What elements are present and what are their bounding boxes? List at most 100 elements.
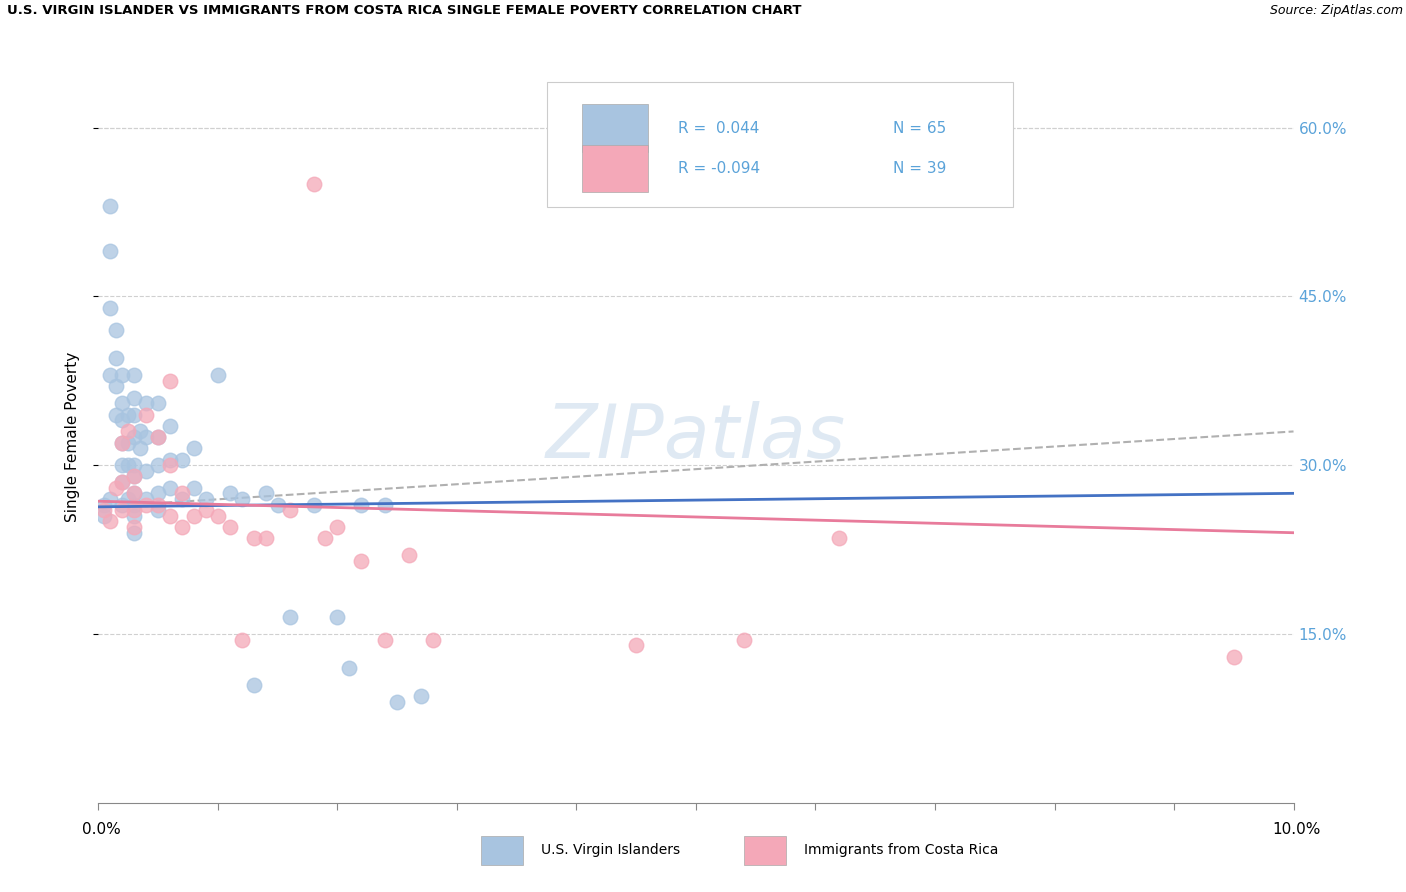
Point [111,435,134,450]
Point [183,508,205,523]
Y-axis label: Single Female Poverty: Single Female Poverty [65,352,80,522]
Point [129,442,152,456]
Point [148,503,170,517]
Point [148,498,170,512]
Point [219,486,242,500]
Point [117,458,139,473]
Point [326,610,349,624]
Point [135,491,157,506]
Point [124,458,146,473]
Text: U.S. VIRGIN ISLANDER VS IMMIGRANTS FROM COSTA RICA SINGLE FEMALE POVERTY CORRELA: U.S. VIRGIN ISLANDER VS IMMIGRANTS FROM … [7,4,801,18]
Point [93,508,115,523]
Point [93,503,115,517]
FancyBboxPatch shape [582,145,648,192]
Point [124,503,146,517]
Point [124,486,146,500]
Point [148,430,170,444]
Point [111,413,134,427]
Point [124,469,146,483]
Point [111,458,134,473]
Text: R =  0.044: R = 0.044 [678,120,759,136]
Point [124,525,146,540]
Text: R = -0.094: R = -0.094 [678,161,761,176]
Text: N = 65: N = 65 [893,120,946,136]
Point [124,430,146,444]
Point [124,486,146,500]
Point [100,491,122,506]
Point [105,408,128,422]
Point [159,452,181,467]
Point [278,610,301,624]
Point [111,435,134,450]
Point [195,503,218,517]
Text: Immigrants from Costa Rica: Immigrants from Costa Rica [804,843,998,857]
Point [135,498,157,512]
Point [148,430,170,444]
Point [374,498,396,512]
Point [626,638,648,652]
Point [385,694,409,708]
Point [105,481,128,495]
Point [124,368,146,383]
Text: 0.0%: 0.0% [82,822,121,837]
Point [231,491,253,506]
Point [159,418,181,433]
FancyBboxPatch shape [547,82,1012,207]
Point [111,498,134,512]
Point [267,498,290,512]
Point [172,520,194,534]
Text: N = 39: N = 39 [893,161,946,176]
Point [302,177,325,191]
Point [302,498,325,512]
Point [135,408,157,422]
Point [195,491,218,506]
Point [159,508,181,523]
Point [398,548,420,562]
Point [105,323,128,337]
Point [422,632,444,647]
Point [1223,649,1246,664]
Point [105,379,128,393]
Point [111,503,134,517]
Point [111,368,134,383]
Point [374,632,396,647]
Point [100,199,122,213]
Point [243,532,266,546]
Point [183,481,205,495]
Point [159,374,181,388]
Point [183,442,205,456]
Point [100,368,122,383]
Point [828,532,851,546]
Point [135,464,157,478]
Point [148,486,170,500]
Text: ZIPatlas: ZIPatlas [546,401,846,473]
Text: U.S. Virgin Islanders: U.S. Virgin Islanders [540,843,679,857]
Point [148,458,170,473]
Point [219,520,242,534]
Point [315,532,337,546]
Point [100,301,122,315]
Point [111,475,134,489]
Point [117,408,139,422]
Point [124,391,146,405]
Point [148,396,170,410]
Point [339,661,360,675]
Point [129,425,152,439]
Point [231,632,253,647]
Point [124,498,146,512]
Text: 10.0%: 10.0% [1272,822,1320,837]
Point [172,452,194,467]
Point [111,396,134,410]
Point [278,503,301,517]
Point [207,368,229,383]
Point [93,498,115,512]
Point [326,520,349,534]
Point [117,435,139,450]
Point [159,481,181,495]
Point [172,491,194,506]
Point [172,486,194,500]
Point [159,458,181,473]
Point [350,498,373,512]
Point [411,689,433,703]
Point [100,244,122,259]
